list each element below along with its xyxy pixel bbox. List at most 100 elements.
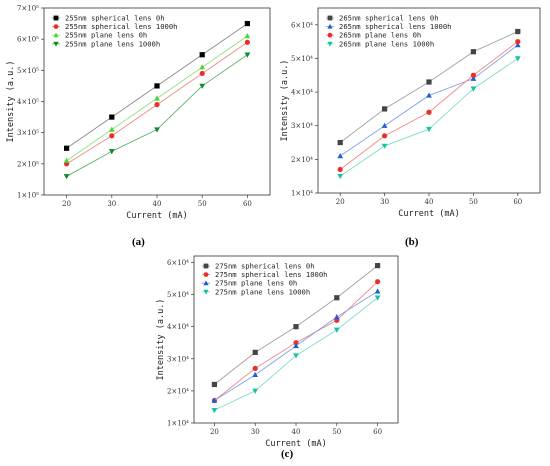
data-point: [515, 39, 521, 45]
panel-label-a: (a): [132, 236, 145, 248]
legend-entry: 265nm spherical lens 1000h: [339, 22, 452, 31]
data-point: [375, 279, 381, 285]
y-tick-label: 1×10⁴: [291, 190, 313, 198]
x-tick-label: 30: [380, 198, 389, 206]
legend-marker: [203, 280, 209, 286]
chart-panel-2: 20 30 40 50 60 1×10⁴ 2×10⁴ 3×10⁴ 4×10⁴ 5×10⁴ 6×10⁴…: [280, 7, 541, 219]
y-axis-label: Intensity (a.u.): [280, 60, 290, 142]
data-point: [374, 288, 381, 294]
y-axis-label: Intensity (a.u.): [6, 61, 16, 143]
data-point: [252, 371, 259, 378]
data-point: [374, 295, 381, 301]
data-point: [293, 340, 299, 346]
data-point: [199, 52, 205, 58]
legend-marker: [53, 24, 59, 29]
series-line: [339, 41, 519, 170]
data-point: [154, 127, 160, 133]
legend-entry: 275nm plane lens 1000h: [215, 287, 310, 296]
data-point: [470, 72, 476, 78]
data-point: [63, 174, 70, 180]
data-point: [244, 39, 250, 45]
legend-entry: 275nm spherical lens 1000h: [215, 270, 328, 279]
y-tick-label: 6×10⁵: [17, 36, 39, 44]
data-point: [470, 49, 476, 55]
legend-entry: 265nm plane lens 1000h: [339, 39, 434, 48]
data-point: [333, 327, 340, 333]
y-tick-label: 2×10⁴: [167, 387, 189, 395]
data-point: [108, 149, 115, 155]
x-tick-label: 20: [210, 428, 219, 436]
legend-marker: [53, 15, 59, 21]
legend-marker: [53, 41, 59, 47]
y-tick-label: 5×10⁴: [291, 55, 313, 63]
y-tick-label: 5×10⁴: [167, 291, 189, 299]
data-point: [337, 173, 344, 180]
data-point: [470, 75, 477, 81]
x-tick-label: 60: [373, 428, 382, 436]
data-point: [211, 397, 218, 403]
legend-marker: [327, 41, 333, 47]
data-point: [515, 28, 521, 35]
x-tick-label: 30: [107, 200, 116, 208]
legend-marker: [327, 15, 333, 21]
data-point: [244, 52, 251, 58]
legend-marker: [203, 289, 209, 295]
data-point: [514, 56, 521, 62]
data-point: [109, 114, 115, 120]
panel-label-c: (c): [281, 448, 294, 460]
data-point: [199, 70, 205, 77]
legend-entry: 255nm spherical lens 1000h: [65, 22, 178, 31]
y-tick-label: 2×10⁴: [291, 156, 313, 164]
y-tick-label: 1×10⁴: [167, 420, 189, 428]
data-point: [109, 133, 115, 139]
data-point: [154, 83, 160, 89]
x-tick-label: 50: [198, 200, 207, 208]
data-point: [514, 42, 521, 48]
x-tick-label: 20: [336, 198, 345, 206]
data-point: [470, 86, 477, 92]
series-line: [66, 54, 248, 177]
y-tick-label: 4×10⁴: [167, 323, 189, 331]
data-point: [293, 324, 299, 330]
y-tick-label: 3×10⁴: [291, 122, 313, 130]
y-tick-label: 5×10⁵: [17, 67, 39, 75]
x-tick-label: 50: [469, 198, 478, 206]
legend-entry: 275nm spherical lens 0h: [215, 262, 315, 271]
x-tick-label: 50: [332, 428, 341, 436]
data-point: [337, 166, 343, 173]
data-point: [244, 33, 251, 39]
data-point: [63, 157, 70, 163]
data-point: [64, 145, 70, 151]
x-tick-label: 20: [62, 200, 71, 208]
x-tick-label: 40: [153, 200, 162, 208]
y-tick-label: 3×10⁵: [17, 129, 39, 137]
series-line: [339, 58, 519, 177]
data-point: [293, 342, 299, 349]
x-axis-label: Current (mA): [126, 211, 187, 221]
legend-entry: 265nm spherical lens 0h: [339, 14, 439, 23]
data-point: [211, 407, 218, 414]
data-point: [154, 95, 160, 101]
x-tick-label: 60: [243, 200, 252, 208]
y-tick-label: 4×10⁴: [291, 89, 313, 97]
x-tick-label: 40: [292, 428, 301, 436]
data-point: [252, 349, 258, 355]
x-axis-label: Current (mA): [265, 439, 326, 449]
legend-marker: [203, 263, 209, 269]
data-point: [252, 365, 258, 372]
y-tick-label: 3×10⁴: [167, 355, 189, 363]
data-point: [337, 139, 343, 146]
data-point: [293, 353, 299, 359]
legend-marker: [327, 32, 333, 38]
data-point: [382, 133, 388, 139]
data-point: [426, 109, 432, 115]
x-axis-label: Current (mA): [398, 209, 459, 219]
data-point: [381, 122, 388, 128]
x-tick-label: 40: [425, 198, 434, 206]
legend-entry: 275nm plane lens 0h: [215, 279, 297, 288]
y-tick-label: 1×10⁵: [17, 192, 39, 200]
legend-entry: 255nm plane lens 1000h: [65, 39, 160, 48]
panel-label-b: (b): [405, 236, 419, 248]
data-point: [199, 64, 206, 70]
